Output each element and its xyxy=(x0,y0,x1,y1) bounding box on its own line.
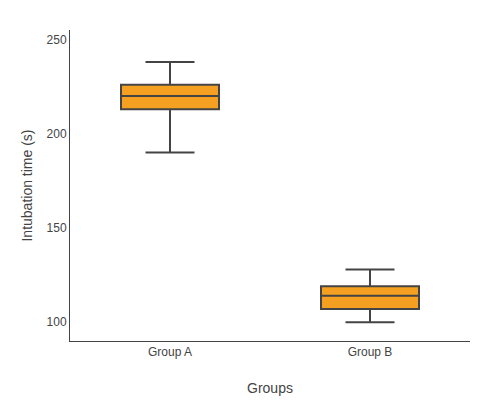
svg-text:200: 200 xyxy=(47,127,67,141)
svg-text:Groups: Groups xyxy=(247,380,293,396)
svg-text:Group B: Group B xyxy=(348,345,393,359)
svg-text:150: 150 xyxy=(47,221,67,235)
svg-text:250: 250 xyxy=(47,33,67,47)
svg-text:Intubation time (s): Intubation time (s) xyxy=(19,129,35,241)
svg-text:Group A: Group A xyxy=(148,345,192,359)
svg-text:100: 100 xyxy=(47,315,67,329)
